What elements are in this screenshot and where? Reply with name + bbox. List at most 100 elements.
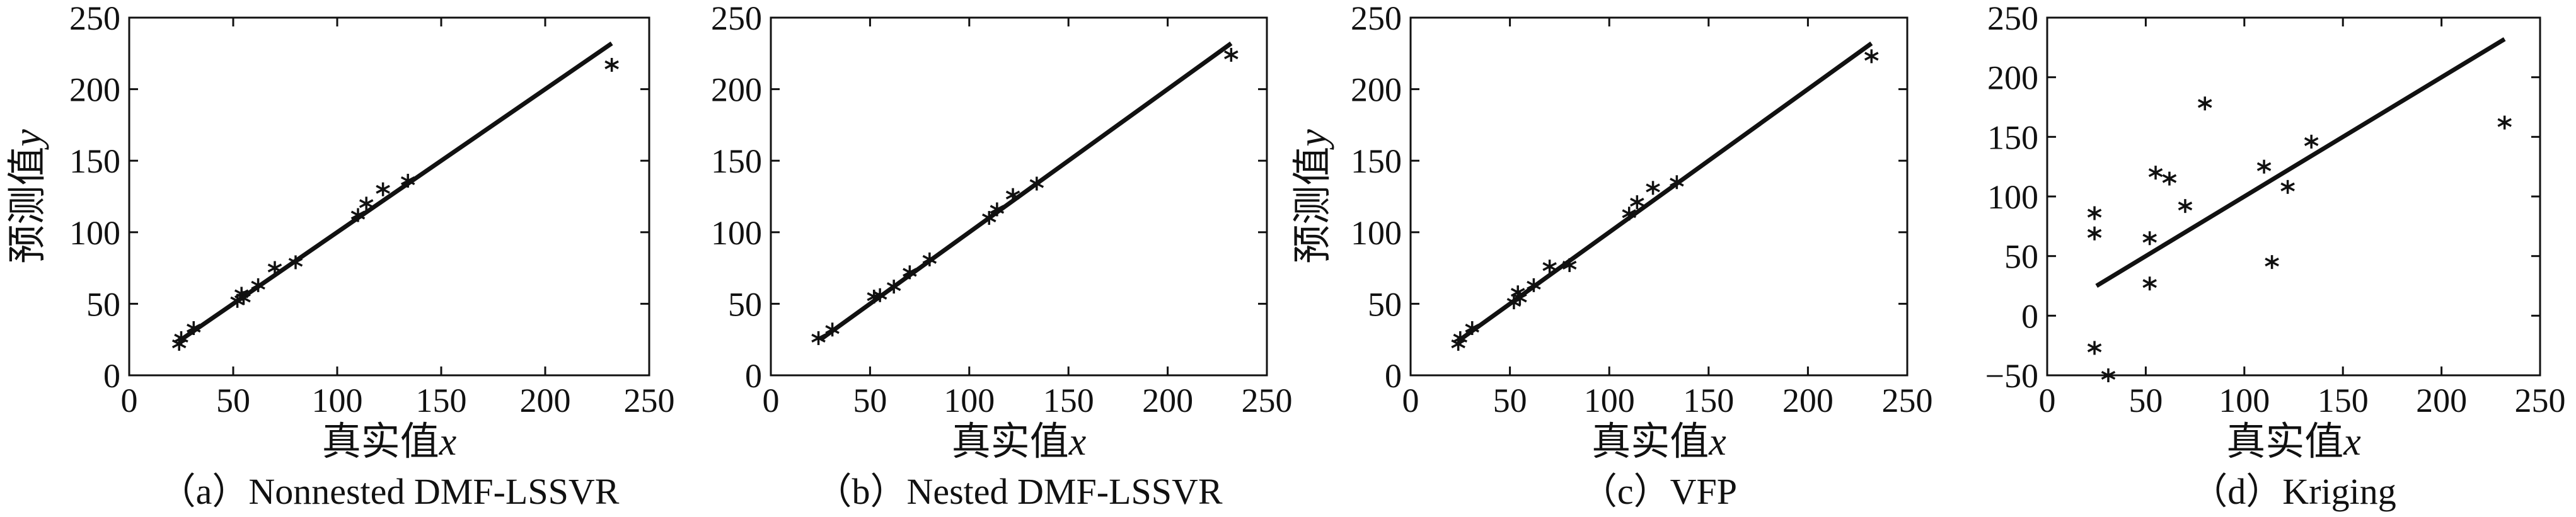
y-tick-label: 0 [103, 357, 120, 395]
x-tick-label: 250 [2515, 382, 2566, 419]
x-tick-label: 200 [520, 382, 571, 419]
data-point [2304, 134, 2319, 149]
data-point [2265, 255, 2279, 270]
data-point [990, 202, 1005, 217]
chart-panel-d: 0 50 100 150 200 250−50050100150200250真实值x（d）… [1985, 0, 2566, 512]
y-axis-label-text: 预测值 [1291, 147, 1334, 264]
data-point [825, 322, 840, 337]
x-axis-label-var: x [1068, 421, 1087, 463]
y-axis-label: 预测值y [6, 129, 49, 264]
data-point [1005, 188, 1020, 202]
x-tick-label: 150 [2318, 382, 2369, 419]
y-tick-label: 150 [1987, 118, 2038, 156]
x-axis-label: 真实值x [322, 421, 457, 463]
x-tick-label: 150 [1043, 382, 1094, 419]
reference-line [2095, 37, 2506, 288]
x-tick-label: 0 [121, 382, 138, 419]
data-point [1562, 258, 1577, 273]
data-point [2087, 206, 2102, 220]
x-axis-label-text: 真实值 [2226, 421, 2343, 463]
x-axis-label-text: 真实值 [952, 421, 1069, 463]
plot-frame [128, 16, 650, 377]
data-point [2101, 368, 2116, 382]
y-tick-label: 50 [728, 285, 762, 323]
x-tick-label: 50 [216, 382, 250, 419]
data-point [604, 57, 619, 72]
data-point [872, 288, 887, 302]
data-point [359, 196, 374, 211]
plot-frame [1409, 16, 1909, 377]
y-tick-label: 100 [69, 214, 120, 252]
x-tick-label: 250 [624, 382, 675, 419]
data-point [1622, 207, 1636, 221]
y-tick-label: 50 [86, 285, 120, 323]
y-tick-label: 0 [2021, 297, 2038, 335]
y-tick-label: 0 [1385, 357, 1402, 395]
y-tick-label: 150 [69, 142, 120, 180]
data-point [903, 265, 917, 280]
data-point [982, 211, 996, 225]
data-point [2280, 179, 2295, 194]
y-tick-label: 200 [711, 71, 762, 109]
data-point [1527, 278, 1541, 292]
plot-frame [2046, 16, 2541, 377]
y-tick-label: 200 [69, 71, 120, 109]
data-point [1465, 321, 1479, 336]
chart-panel-c: 0 50 100 150 200 250 0 50 100 150 200 250 真实值x 预测值y （c… [1291, 0, 1933, 512]
data-point [2148, 166, 2163, 180]
data-point [2087, 341, 2102, 355]
y-tick-label: 0 [745, 357, 762, 395]
data-point [251, 278, 265, 292]
data-point [2178, 199, 2193, 213]
x-tick-label: 150 [416, 382, 467, 419]
data-point [1670, 175, 1684, 190]
data-point [2162, 171, 2177, 186]
panel-caption: （b）Nested DMF-LSSVR [815, 471, 1222, 512]
y-tick-label: 150 [1351, 142, 1402, 180]
data-point [267, 261, 282, 275]
data-point [922, 252, 937, 266]
data-point [1646, 181, 1660, 195]
data-point [1542, 259, 1557, 274]
y-tick-label: 250 [69, 0, 120, 37]
x-tick-label: 100 [2219, 382, 2270, 419]
y-tick-label: 250 [1351, 0, 1402, 37]
chart-panel-a: 0 50 100 150 200 250 0 50 100 150 200 250 真实值x 预测值y （a… [6, 0, 675, 512]
y-tick-label: 200 [1987, 59, 2038, 97]
chart-panel-b: 0 50 100 150 200 250 0 50 100 150 200 250 真实值x （b）Nes… [711, 0, 1293, 512]
data-point [376, 182, 390, 196]
data-point [1224, 48, 1239, 62]
data-point [2256, 159, 2272, 174]
panel-caption: （a）Nonnested DMF-LSSVR [159, 471, 620, 512]
data-point [174, 331, 188, 345]
x-axis-label-var: x [1708, 421, 1726, 463]
y-tick-label: 200 [1351, 71, 1402, 109]
x-tick-label: 100 [1584, 382, 1635, 419]
y-axis-label-var: y [6, 129, 49, 151]
y-tick-label: −50 [1985, 357, 2038, 395]
data-point [2497, 115, 2512, 130]
data-point [1029, 176, 1044, 191]
data-point [350, 208, 366, 222]
data-point [1630, 195, 1644, 210]
x-tick-label: 250 [1242, 382, 1293, 419]
x-axis-label-text: 真实值 [322, 421, 439, 463]
x-tick-label: 50 [853, 382, 887, 419]
data-point [1453, 331, 1468, 345]
reference-line [1458, 42, 1873, 342]
y-axis-label-text: 预测值 [6, 147, 49, 264]
data-point [2142, 276, 2157, 291]
y-tick-label: 50 [2004, 238, 2038, 276]
x-tick-label: 50 [1493, 382, 1527, 419]
x-tick-label: 0 [2039, 382, 2056, 419]
data-point [2197, 96, 2212, 111]
data-point [2142, 231, 2157, 246]
x-axis-label: 真实值x [952, 421, 1087, 463]
y-tick-label: 100 [1351, 214, 1402, 252]
data-point [187, 321, 201, 336]
data-point [1864, 49, 1879, 64]
x-tick-label: 200 [1142, 382, 1193, 419]
x-axis-label-var: x [439, 421, 457, 463]
